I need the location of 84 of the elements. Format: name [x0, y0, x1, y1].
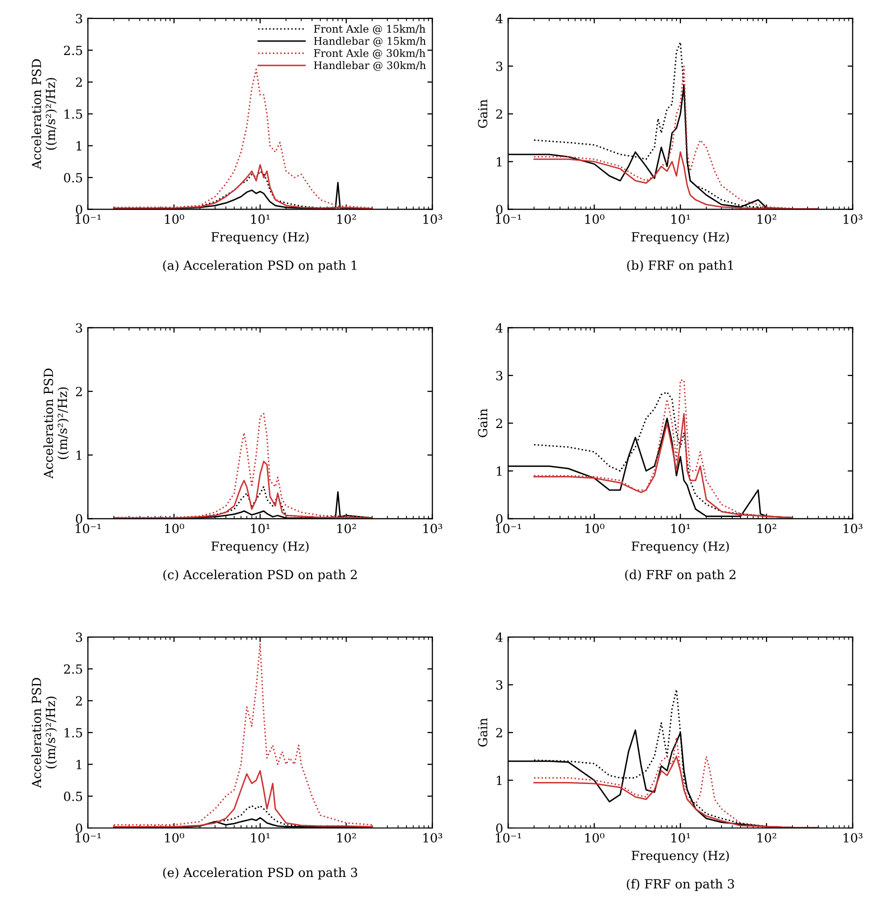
- y-tick-label: 0: [496, 514, 502, 524]
- y-tick-label: 0: [76, 204, 82, 214]
- y-tick-label: 2: [496, 418, 502, 428]
- y-tick-label: 1.5: [64, 109, 82, 119]
- x-tick-label: 10²: [758, 524, 776, 534]
- x-tick-label: 10³: [844, 833, 862, 843]
- legend-label: Handlebar @ 30km/h: [314, 61, 426, 71]
- legend-label: Handlebar @ 15km/h: [314, 36, 426, 47]
- y-tick-label: 4: [496, 323, 503, 332]
- x-tick-label: 10¹: [251, 214, 270, 224]
- y-axis-title: Acceleration PSD ((m/s²)²/Hz): [32, 59, 57, 170]
- y-axis-title: Gain: [478, 99, 488, 128]
- x-axis-title: Frequency (Hz): [211, 232, 309, 244]
- x-tick-label: 10⁰: [165, 524, 184, 534]
- y-axis-title: Acceleration PSD ((m/s²)²/Hz): [43, 368, 69, 479]
- y-tick-label: 1.5: [64, 728, 82, 738]
- x-tick-label: 10¹: [671, 833, 690, 843]
- y-tick-label: 0.5: [64, 172, 82, 182]
- y-tick-label: 3: [76, 632, 82, 642]
- x-tick-label: 10⁻¹: [496, 524, 521, 534]
- x-tick-label: 10³: [423, 833, 442, 843]
- x-axis-title: Frequency (Hz): [632, 850, 729, 863]
- x-axis-title: Frequency (Hz): [632, 232, 729, 244]
- y-tick-label: 2: [76, 386, 82, 396]
- x-tick-label: 10²: [758, 833, 776, 843]
- y-tick-label: 2.5: [64, 46, 82, 56]
- x-tick-label: 10⁰: [165, 214, 184, 224]
- y-tick-label: 3: [76, 14, 82, 24]
- x-tick-label: 10⁰: [585, 214, 604, 224]
- y-tick-label: 1: [76, 450, 82, 460]
- y-tick-label: 4: [496, 14, 503, 24]
- x-axis-title: Frequency (Hz): [211, 541, 309, 554]
- y-tick-label: 1: [496, 466, 502, 476]
- x-axis-title: Frequency (Hz): [632, 541, 729, 554]
- y-axis-title: Gain: [478, 408, 488, 438]
- y-tick-label: 2: [76, 78, 82, 87]
- x-tick-label: 10⁻¹: [76, 214, 101, 224]
- y-tick-label: 0.5: [64, 792, 82, 802]
- y-tick-label: 3: [496, 370, 502, 380]
- y-tick-label: 1: [496, 157, 502, 166]
- text: (b) FRF on path1: [627, 260, 733, 272]
- x-tick-label: 10³: [844, 524, 862, 534]
- y-tick-label: 3: [76, 323, 82, 333]
- y-tick-label: 2: [496, 109, 502, 119]
- y-tick-label: 0: [76, 514, 82, 524]
- y-tick-label: 3: [496, 680, 502, 690]
- y-tick-label: 0: [496, 823, 502, 833]
- y-tick-label: 0: [496, 204, 502, 214]
- x-tick-label: 10¹: [671, 524, 690, 534]
- y-tick-label: 1: [496, 776, 502, 786]
- x-tick-label: 10²: [758, 214, 776, 224]
- y-axis-title: Acceleration PSD ((m/s²)²/Hz): [32, 678, 57, 788]
- y-tick-label: 2: [496, 728, 502, 738]
- x-tick-label: 10⁻¹: [76, 524, 101, 534]
- x-tick-label: 10³: [423, 524, 442, 534]
- x-tick-label: 10⁰: [585, 524, 604, 534]
- x-tick-label: 10³: [844, 214, 862, 224]
- x-tick-label: 10²: [337, 214, 356, 224]
- x-tick-label: 10¹: [671, 214, 690, 224]
- y-tick-label: 2: [76, 696, 82, 706]
- x-tick-label: 10¹: [251, 833, 270, 843]
- y-tick-label: 3: [496, 62, 502, 72]
- text: (c) Acceleration PSD on path 2: [163, 570, 357, 582]
- x-tick-label: 10⁻¹: [496, 214, 521, 224]
- y-tick-label: 1: [76, 141, 82, 150]
- text: (f) FRF on path 3: [626, 878, 734, 892]
- legend-label: Front Axle @ 15km/h: [314, 24, 426, 34]
- legend-label: Front Axle @ 30km/h: [314, 48, 426, 59]
- text: (e) Acceleration PSD on path 3: [163, 867, 358, 880]
- x-tick-label: 10⁻¹: [496, 833, 521, 843]
- y-tick-label: 0: [76, 823, 82, 833]
- y-tick-label: 4: [496, 632, 503, 642]
- y-tick-label: 1: [76, 760, 82, 770]
- text: (d) FRF on path 2: [625, 570, 736, 582]
- x-tick-label: 10²: [337, 524, 356, 534]
- x-tick-label: 10⁰: [585, 833, 604, 843]
- x-tick-label: 10¹: [251, 524, 270, 534]
- y-axis-title: Gain: [478, 718, 488, 747]
- x-tick-label: 10³: [423, 214, 442, 224]
- text: (a) Acceleration PSD on path 1: [163, 260, 356, 272]
- y-tick-label: 2.5: [64, 664, 82, 674]
- x-tick-label: 10⁻¹: [76, 833, 101, 843]
- x-tick-label: 10⁰: [165, 833, 184, 843]
- x-tick-label: 10²: [337, 833, 356, 843]
